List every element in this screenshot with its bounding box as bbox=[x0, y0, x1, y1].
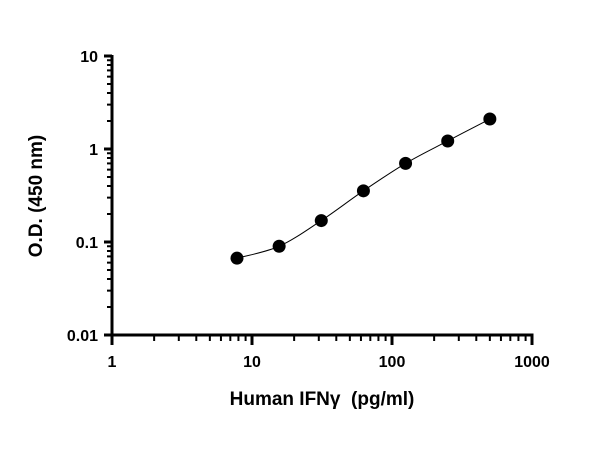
data-point bbox=[483, 112, 497, 126]
x-tick-label: 1000 bbox=[514, 354, 550, 371]
data-point bbox=[314, 214, 328, 228]
x-axis-label: Human IFNγ (pg/ml) bbox=[230, 389, 415, 410]
data-point bbox=[230, 251, 244, 265]
y-tick-label: 1 bbox=[89, 142, 98, 159]
data-point bbox=[441, 134, 455, 148]
x-tick-label: 10 bbox=[243, 354, 261, 371]
y-tick-label: 0.01 bbox=[67, 328, 98, 345]
x-tick-label: 100 bbox=[379, 354, 406, 371]
x-tick-label: 1 bbox=[108, 354, 117, 371]
y-tick-label: 0.1 bbox=[76, 235, 98, 252]
data-point bbox=[272, 239, 286, 253]
axes bbox=[104, 54, 534, 345]
y-axis-label: O.D. (450 nm) bbox=[26, 135, 47, 257]
tick-labels: 0.01 0.1 1 10 1 10 100 1000 bbox=[67, 49, 550, 371]
data-point bbox=[356, 184, 370, 198]
data-points bbox=[230, 112, 497, 265]
data-point bbox=[399, 156, 413, 170]
y-tick-label: 10 bbox=[80, 49, 98, 66]
